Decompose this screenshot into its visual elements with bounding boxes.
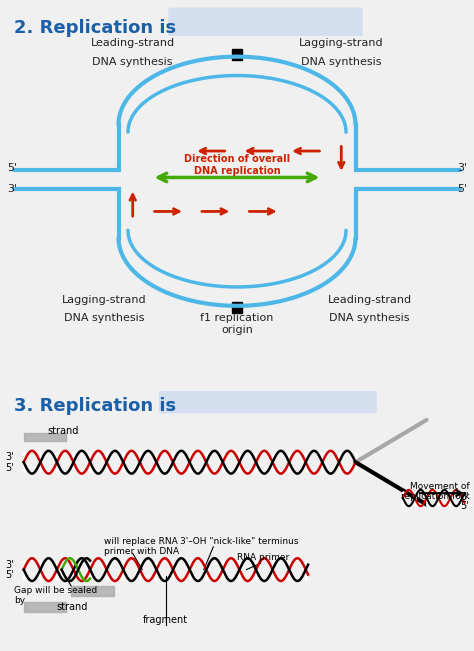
Text: Movement of
replication fork: Movement of replication fork <box>401 482 469 501</box>
Text: RNA primer: RNA primer <box>237 553 289 562</box>
Bar <box>71 586 114 596</box>
Text: will replace RNA
primer with DNA: will replace RNA primer with DNA <box>104 537 179 557</box>
Text: DNA synthesis: DNA synthesis <box>64 313 145 324</box>
Text: 3': 3' <box>6 452 14 462</box>
Text: DNA synthesis: DNA synthesis <box>92 57 173 66</box>
Text: fragment: fragment <box>143 615 189 625</box>
Text: 5': 5' <box>6 570 14 579</box>
Text: Leading-strand: Leading-strand <box>328 294 412 305</box>
Text: 2. Replication is: 2. Replication is <box>14 19 176 37</box>
Text: 3. Replication is: 3. Replication is <box>14 397 176 415</box>
Text: Lagging-strand: Lagging-strand <box>62 294 146 305</box>
Bar <box>232 302 242 313</box>
Text: strand: strand <box>57 602 88 612</box>
Text: DNA synthesis: DNA synthesis <box>329 313 410 324</box>
Text: DNA synthesis: DNA synthesis <box>301 57 382 66</box>
Bar <box>232 49 242 61</box>
Bar <box>24 602 66 612</box>
Text: 3': 3' <box>7 184 17 194</box>
Text: 5': 5' <box>6 463 14 473</box>
Text: 3': 3' <box>6 560 14 570</box>
Text: 3': 3' <box>457 163 467 173</box>
Text: Leading-strand: Leading-strand <box>91 38 175 48</box>
Text: strand: strand <box>47 426 79 436</box>
Text: Lagging-strand: Lagging-strand <box>299 38 383 48</box>
Text: f1 replication
origin: f1 replication origin <box>201 313 273 335</box>
Text: Direction of overall
DNA replication: Direction of overall DNA replication <box>184 154 290 176</box>
Text: 3': 3' <box>461 492 469 503</box>
Text: 5': 5' <box>457 184 467 194</box>
Text: 5': 5' <box>7 163 17 173</box>
FancyBboxPatch shape <box>159 389 377 413</box>
FancyBboxPatch shape <box>168 8 363 36</box>
Bar <box>24 433 66 441</box>
Text: Gap will be sealed
by: Gap will be sealed by <box>14 586 98 605</box>
Text: 3'–OH "nick-like" terminus: 3'–OH "nick-like" terminus <box>180 537 299 546</box>
Text: 5': 5' <box>461 501 469 511</box>
